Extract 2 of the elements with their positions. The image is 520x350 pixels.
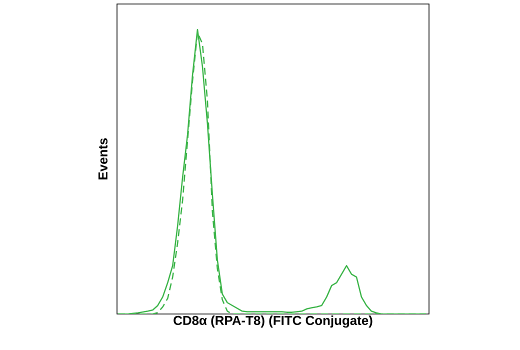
x-axis-title: CD8α (RPA-T8) (FITC Conjugate) — [174, 316, 372, 328]
y-axis-title: Events — [98, 138, 108, 180]
